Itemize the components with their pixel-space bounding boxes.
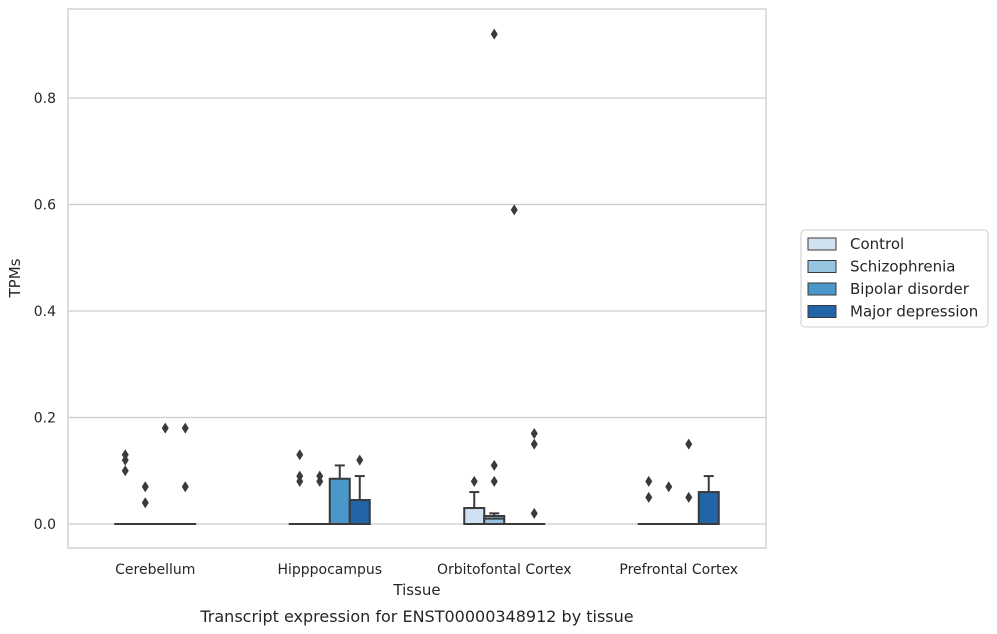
boxes <box>114 28 720 526</box>
y-tick-label: 0.8 <box>34 91 56 107</box>
outlier-point <box>530 427 538 439</box>
legend-label: Bipolar disorder <box>850 280 970 298</box>
outlier-point <box>490 459 498 471</box>
outlier-point <box>685 438 693 450</box>
outlier-point <box>530 438 538 450</box>
legend: Control Schizophrenia Bipolar disorder Majo… <box>800 229 989 328</box>
outlier-point <box>316 470 324 482</box>
chart-caption: Transcript expression for ENST0000034891… <box>199 607 633 626</box>
outlier-point <box>470 475 478 487</box>
y-axis-label: TPMs <box>6 258 24 298</box>
outlier-point <box>356 454 364 466</box>
y-tick-labels: 0.0 0.2 0.4 0.6 0.8 <box>34 91 56 533</box>
legend-frame <box>800 229 989 328</box>
outlier-point <box>296 470 304 482</box>
box-major-depression <box>523 427 546 526</box>
box-schizophrenia <box>308 470 331 526</box>
outlier-point <box>296 449 304 461</box>
box-major-depression <box>697 475 720 525</box>
x-tick-label: Cerebellum <box>115 562 195 578</box>
box-body <box>463 507 486 525</box>
outlier-point <box>181 422 189 434</box>
legend-label: Major depression <box>850 303 978 321</box>
grid-lines <box>68 97 766 525</box>
x-tick-labels: Cerebellum Hipppocampus Orbitofontal Corte… <box>115 562 738 578</box>
outlier-point <box>141 497 149 509</box>
outlier-point <box>685 491 693 503</box>
box-major-depression <box>348 454 371 526</box>
outlier-point <box>490 475 498 487</box>
outlier-point <box>490 28 498 40</box>
box-control <box>463 475 486 525</box>
x-tick-label: Prefrontal Cortex <box>619 562 738 578</box>
box-body <box>328 477 351 525</box>
box-major-depression <box>174 422 197 526</box>
x-tick-label: Orbitofontal Cortex <box>437 562 572 578</box>
box-schizophrenia <box>134 481 157 526</box>
y-tick-label: 0.2 <box>34 411 56 427</box>
outlier-point <box>645 491 653 503</box>
legend-swatch <box>807 237 837 251</box>
box-bipolar-disorder <box>677 438 700 526</box>
box-schizophrenia <box>483 28 506 526</box>
outlier-point <box>121 449 129 461</box>
legend-label: Control <box>850 235 904 253</box>
box-control <box>637 475 660 526</box>
outlier-point <box>510 204 518 216</box>
box-bipolar-disorder <box>154 422 177 526</box>
x-tick-label: Hipppocampus <box>277 562 382 578</box>
legend-swatch <box>807 260 837 273</box>
box-control <box>114 449 137 526</box>
x-axis-label: Tissue <box>392 581 440 599</box>
legend-label: Schizophrenia <box>850 258 955 276</box>
outlier-point <box>645 475 653 487</box>
outlier-point <box>665 481 673 493</box>
outlier-point <box>181 481 189 493</box>
y-tick-label: 0.4 <box>34 304 56 320</box>
outlier-point <box>161 422 169 434</box>
y-tick-label: 0.0 <box>34 517 56 533</box>
plot-frame <box>67 8 767 549</box>
box-body <box>697 491 720 525</box>
legend-swatch <box>807 305 837 318</box>
outlier-point <box>530 507 538 519</box>
box-body <box>348 499 371 526</box>
box-body <box>483 515 506 526</box>
outlier-point <box>141 481 149 493</box>
y-tick-label: 0.6 <box>34 198 56 214</box>
legend-swatch <box>807 282 837 296</box>
outlier-point <box>121 465 129 477</box>
box-bipolar-disorder <box>503 204 526 526</box>
box-bipolar-disorder <box>328 464 351 525</box>
box-schizophrenia <box>657 481 680 526</box>
box-control <box>288 449 311 526</box>
